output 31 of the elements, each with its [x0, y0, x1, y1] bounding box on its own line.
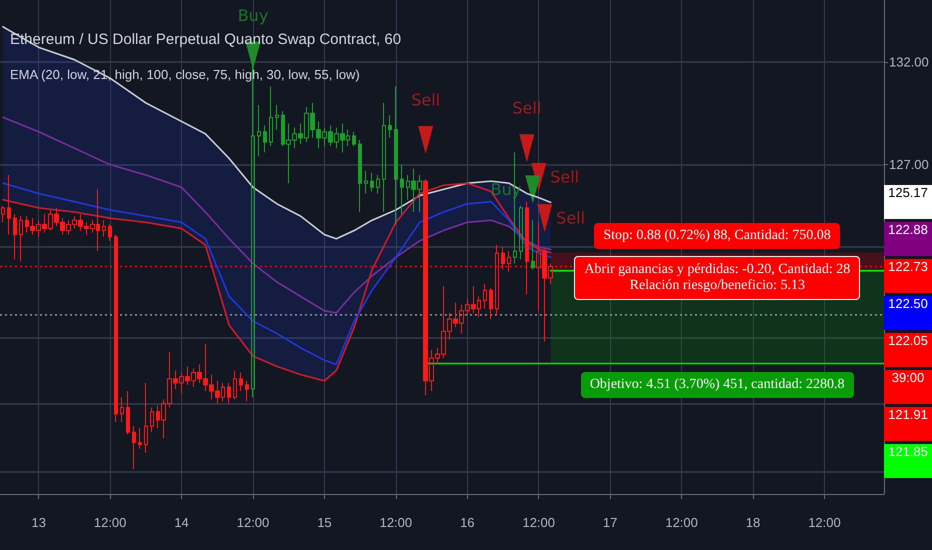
- x-tick-label: 12:00: [665, 515, 698, 530]
- band-label: Stop: 0.88 (0.72%) 88, Cantidad: 750.08: [594, 222, 840, 249]
- text: 122.88: [884, 222, 932, 256]
- annotation: Relación riesgo/beneficio: 5.13: [628, 278, 806, 294]
- x-tick-label: 12:00: [236, 515, 270, 530]
- text: 122.50: [884, 296, 932, 330]
- x-tick-label: 12:00: [380, 515, 412, 530]
- x-tick-label: 13: [31, 515, 46, 530]
- band-label: Objetivo: 4.51 (3.70%) 451, cantidad: 2280.8: [580, 372, 854, 398]
- text: 122.05: [884, 332, 932, 367]
- text: 121.85: [884, 444, 932, 478]
- x-tick-label: 14: [174, 515, 189, 530]
- text: 122.73: [884, 258, 932, 293]
- data-label: Sell: [556, 208, 586, 228]
- data-label: Sell: [512, 98, 542, 118]
- x-tick-label: 18: [746, 515, 760, 530]
- y-tick-label: 132.00: [889, 54, 929, 70]
- text: 39:00: [884, 370, 932, 404]
- data-label: Sell: [550, 168, 580, 187]
- x-tick-label: 12:00: [94, 515, 126, 530]
- x-tick-label: 16: [460, 515, 475, 530]
- data-label: Sell: [411, 90, 440, 110]
- x-tick-label: 17: [602, 515, 618, 530]
- x-tick-label: 15: [317, 515, 332, 530]
- x-tick-label: 12:00: [522, 515, 556, 530]
- x-tick-label: 12:00: [808, 515, 841, 530]
- text: 125.17: [884, 184, 932, 219]
- annotation: Abrir ganancias y pérdidas: -0.20, Cantidad: 28: [584, 262, 850, 278]
- y-tick-label: 127.00: [889, 157, 929, 172]
- data-label: Buy: [238, 6, 268, 26]
- text: 121.91: [884, 406, 932, 441]
